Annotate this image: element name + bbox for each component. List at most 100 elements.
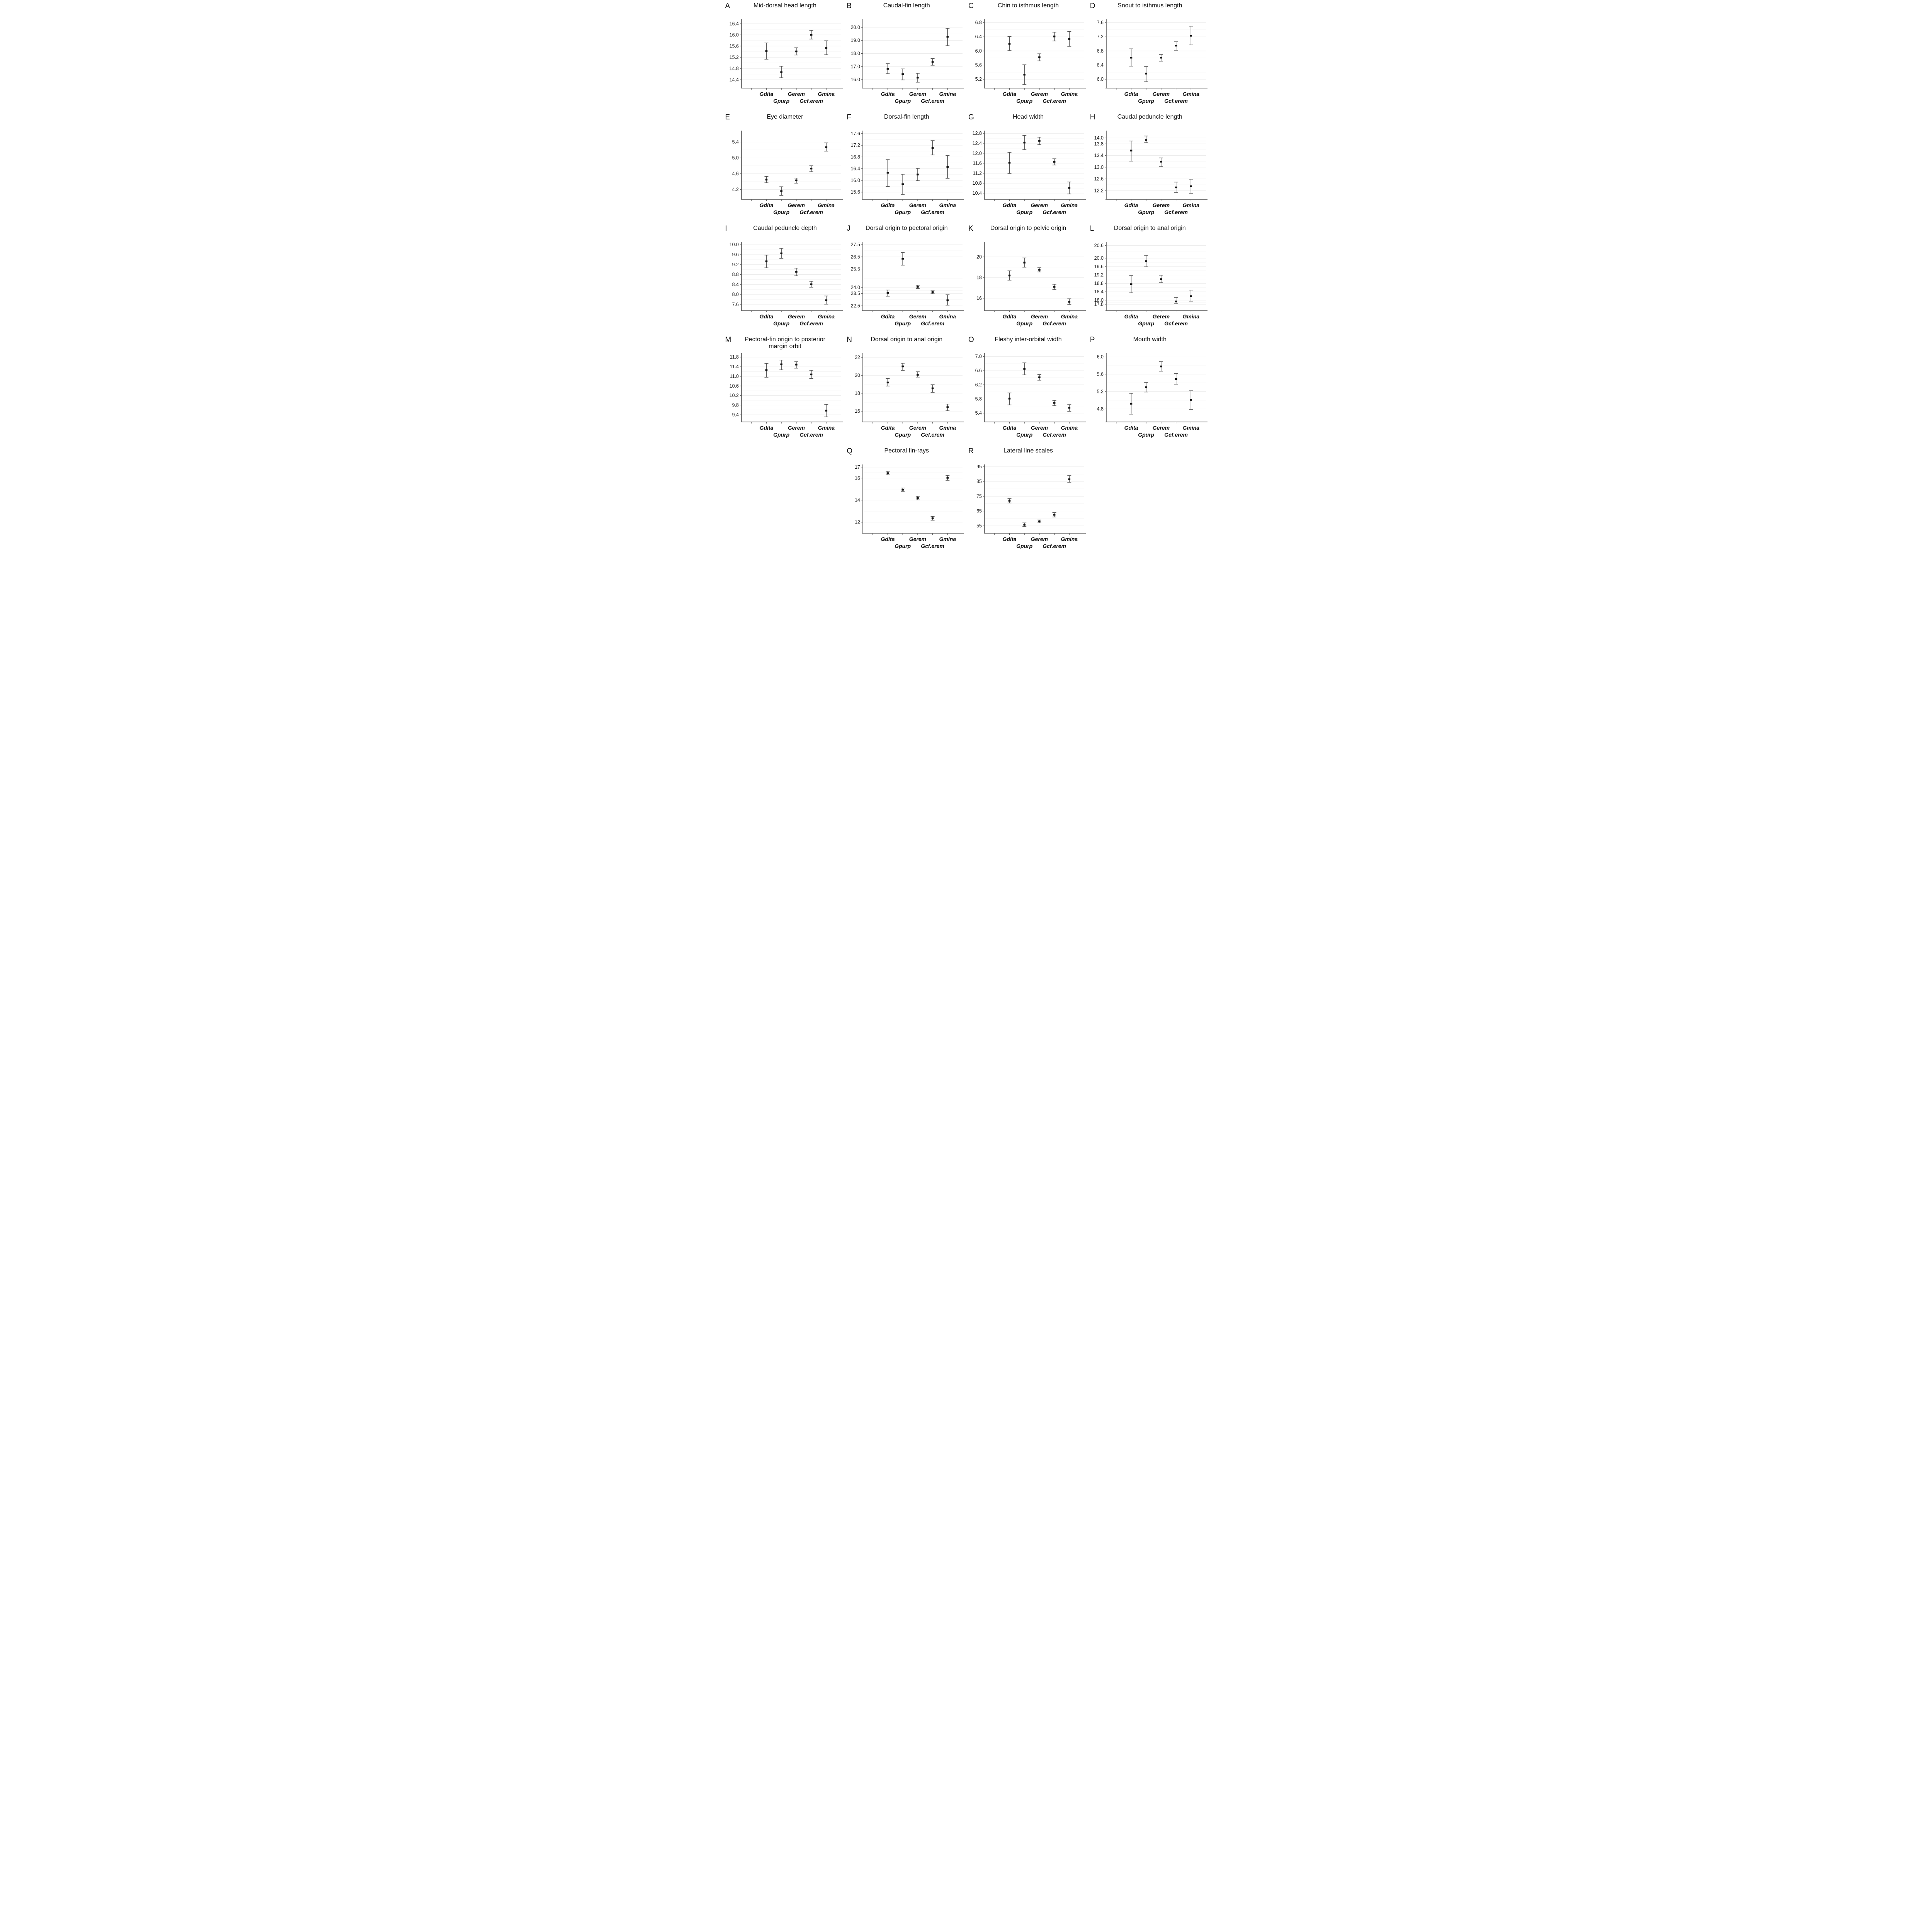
y-tick-label: 75 <box>976 493 982 499</box>
mean-marker <box>1190 295 1192 297</box>
morphometrics-figure: A Mid-dorsal head length 16.4 16.0 15.6 15.2 1… <box>723 0 1209 570</box>
x-category-label: Gpurp <box>773 98 789 104</box>
y-tick-label: 20 <box>855 372 860 378</box>
mean-marker <box>1023 141 1026 144</box>
panel-letter-H: H <box>1090 113 1095 121</box>
mean-marker <box>917 77 919 79</box>
panel-D: D Snout to isthmus length 7.6 7.2 6.8 6.4 6.0 G… <box>1088 2 1209 113</box>
y-tick-label: 12.6 <box>1094 176 1103 182</box>
panel-chart-Q: 17 16 14 12 Gdita Gerem Gmina Gpurp Gcf.erem <box>855 464 964 549</box>
error-bar-Gpurp <box>1022 362 1027 375</box>
y-tick-label: 10.8 <box>973 180 982 186</box>
y-tick-label: 23.5 <box>851 291 860 296</box>
y-tick-label: 5.2 <box>1097 389 1103 394</box>
y-tick-label: 22.5 <box>851 303 860 308</box>
panel-letter-Q: Q <box>847 447 853 455</box>
y-tick-label: 6.2 <box>975 382 982 388</box>
x-category-label: Gdita <box>1003 202 1017 208</box>
y-tick-label: 22 <box>855 355 860 360</box>
error-bar-Gcf.erem <box>1174 297 1178 304</box>
error-bar-Gerem <box>1037 267 1041 272</box>
mean-marker <box>1008 162 1011 164</box>
empty-cell <box>723 447 844 558</box>
panel-F: F Dorsal-fin length 17.6 17.2 16.8 16.4 16.0 15… <box>844 113 966 224</box>
panel-title-M: Pectoral-fin origin to posterior margin … <box>745 336 825 350</box>
error-bar-Gcf.erem <box>930 140 935 155</box>
panel-chart-N: 22 20 18 16 Gdita Gerem Gmina Gpurp Gcf.erem <box>855 353 964 438</box>
error-bar-Gpurp <box>901 252 905 266</box>
x-category-label: Gmina <box>1061 313 1078 320</box>
y-tick-label: 18.4 <box>1094 289 1103 294</box>
mean-marker <box>1023 74 1026 76</box>
panel-N: N Dorsal origin to anal origin 22 20 18 16 Gdi… <box>844 335 966 447</box>
x-category-label: Gcf.erem <box>799 209 823 215</box>
mean-marker <box>1038 269 1041 271</box>
x-category-label: Gpurp <box>895 543 911 549</box>
error-bar-Gpurp <box>779 248 783 259</box>
y-tick-label: 5.6 <box>975 62 982 68</box>
mean-marker <box>1038 140 1041 142</box>
panel-letter-K: K <box>968 224 973 233</box>
x-category-label: Gmina <box>939 91 956 97</box>
y-tick-label: 4.2 <box>732 187 738 192</box>
x-category-label: Gcf.erem <box>921 432 944 438</box>
y-tick-label: 15.6 <box>729 43 738 49</box>
panel-title-L: Dorsal origin to anal origin <box>1114 225 1186 231</box>
error-bar-Gmina <box>946 28 950 46</box>
panel-J: J Dorsal origin to pectoral origin 27.5 26.… <box>844 224 966 335</box>
x-category-label: Gerem <box>909 313 926 320</box>
y-tick-label: 18 <box>976 275 982 280</box>
error-bar-Gerem <box>1037 53 1041 61</box>
error-bar-Gcf.erem <box>1052 512 1056 517</box>
error-bar-Gmina <box>1189 26 1193 45</box>
x-category-label: Gcf.erem <box>1164 320 1188 327</box>
error-bar-Gerem <box>916 496 920 500</box>
x-category-label: Gcf.erem <box>799 432 823 438</box>
x-category-label: Gerem <box>1152 313 1169 320</box>
panel-chart-O: 7.0 6.6 6.2 5.8 5.4 Gdita Gerem Gmina Gpurp Gcf.e… <box>975 353 1086 438</box>
mean-marker <box>795 179 798 182</box>
panel-G: G Head width 12.8 12.4 12.0 11.6 11.2 10.8 10.4 G… <box>966 113 1087 224</box>
error-bar-Gdita <box>764 255 768 268</box>
x-category-label: Gcf.erem <box>799 98 823 104</box>
x-category-label: Gdita <box>881 202 895 208</box>
x-category-label: Gmina <box>939 536 956 542</box>
panel-title-H: Caudal peduncle length <box>1117 114 1182 120</box>
panel-chart-R: 95 85 75 65 55 Gdita Gerem Gmina Gpurp Gcf.erem <box>976 464 1086 549</box>
panel-letter-O: O <box>968 336 974 344</box>
mean-marker <box>901 258 904 260</box>
y-tick-label: 8.4 <box>732 282 738 287</box>
x-category-label: Gdita <box>881 91 895 97</box>
error-bar-Gerem <box>1037 374 1041 381</box>
panel-chart-P: 6.0 5.6 5.2 4.8 Gdita Gerem Gmina Gpurp Gcf.erem <box>1097 353 1208 438</box>
panel-chart-M: 11.8 11.4 11.0 10.6 10.2 9.8 9.4 Gdita Gerem Gmin… <box>729 353 843 438</box>
panel-chart-L: 20.6 20.0 19.6 19.2 18.8 18.4 18.017.8 Gdita Ger… <box>1094 242 1208 327</box>
error-bar-Gpurp <box>1144 255 1148 267</box>
x-category-label: Gmina <box>818 425 835 431</box>
mean-marker <box>1038 520 1041 522</box>
panel-letter-F: F <box>847 113 851 121</box>
panel-title-R: Lateral line scales <box>1003 447 1053 454</box>
mean-marker <box>917 497 919 499</box>
y-tick-label: 19.0 <box>851 38 860 43</box>
mean-marker <box>765 179 767 181</box>
x-category-label: Gdita <box>1003 313 1017 320</box>
error-bar-Gcf.erem <box>1052 32 1056 41</box>
y-tick-label: 4.8 <box>1097 406 1103 412</box>
figure-grid: A Mid-dorsal head length 16.4 16.0 15.6 15.2 1… <box>723 2 1209 558</box>
mean-marker <box>932 387 934 389</box>
error-bar-Gmina <box>946 155 950 179</box>
mean-marker <box>946 406 949 408</box>
y-tick-label: 7.2 <box>1097 34 1103 39</box>
x-category-label: Gmina <box>939 202 956 208</box>
x-category-label: Gdita <box>1124 425 1138 431</box>
y-tick-label: 13.4 <box>1094 153 1103 158</box>
x-category-label: Gpurp <box>773 320 789 327</box>
panel-C: C Chin to isthmus length 6.8 6.4 6.0 5.6 5.2 Gd… <box>966 2 1087 113</box>
mean-marker <box>1145 139 1147 141</box>
x-category-label: Gcf.erem <box>1164 209 1188 215</box>
panel-letter-J: J <box>847 224 850 233</box>
error-bar-Gpurp <box>1022 257 1027 268</box>
mean-marker <box>932 291 934 293</box>
error-bar-Gmina <box>824 142 828 151</box>
